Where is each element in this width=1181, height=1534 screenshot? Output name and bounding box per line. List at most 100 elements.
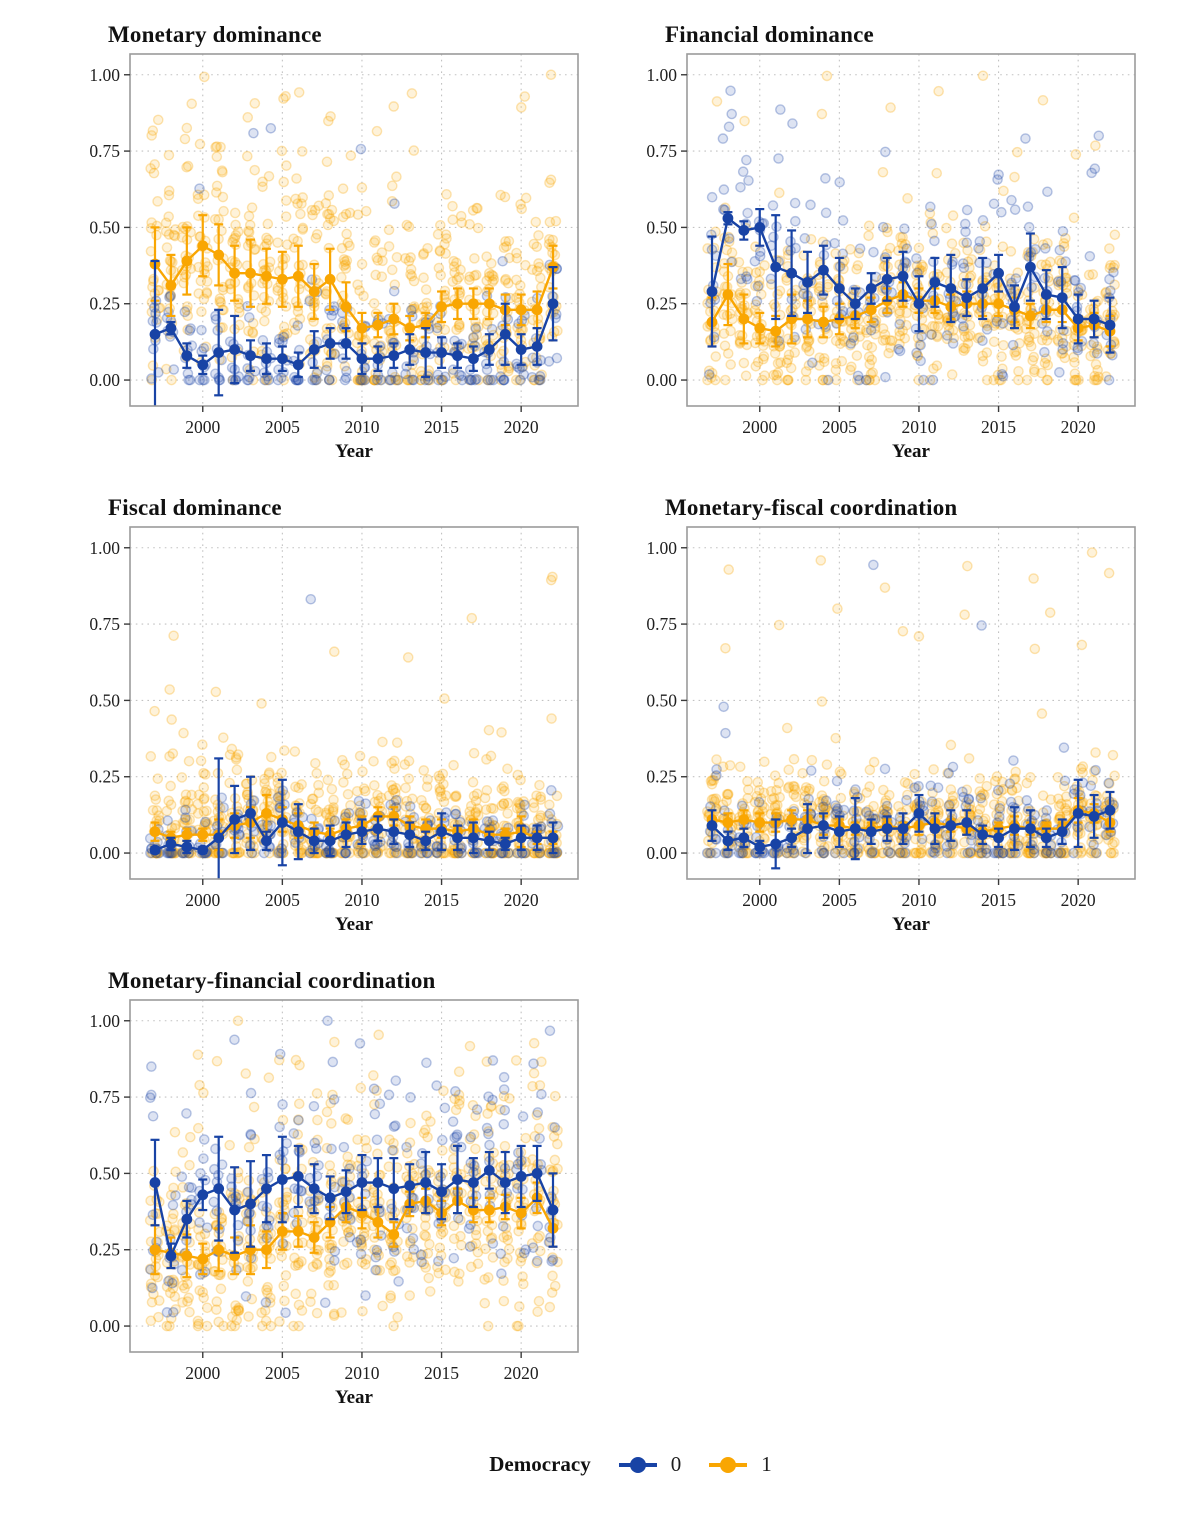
y-tick-label: 1.00: [646, 538, 677, 558]
gridlines: [130, 54, 578, 406]
y-tick-label: 0.00: [89, 843, 120, 863]
series-democracy-0: [149, 757, 559, 879]
plot-area: [145, 69, 563, 406]
x-axis: 2000 2005 2010 2015 2020: [185, 1352, 539, 1383]
panel-monetary-fiscal-coordination: Monetary-fiscal coordination 0.00 0.25 0.5…: [635, 487, 1140, 942]
series-democracy-0: [149, 259, 559, 406]
x-tick-label: 2015: [981, 890, 1016, 910]
x-tick-label: 2020: [504, 417, 539, 437]
panel-grid: Monetary dominance 0.00 0.25 0.50 0.75 1.00 2…: [78, 14, 1181, 1415]
panel-title: Financial dominance: [665, 22, 874, 47]
x-tick-label: 2015: [981, 417, 1016, 437]
chart-fiscal-dominance: 0.00 0.25 0.50 0.75 1.00 2000 2005 2010 2015 2020…: [89, 526, 579, 935]
y-tick-label: 0.75: [89, 614, 120, 634]
plot-border: [686, 53, 1136, 407]
y-tick-label: 0.75: [646, 141, 677, 161]
y-tick-label: 0.00: [89, 370, 120, 390]
panel-monetary-dominance: Monetary dominance 0.00 0.25 0.50 0.75 1.00 2…: [78, 14, 583, 469]
x-tick-label: 2010: [901, 417, 936, 437]
plot-border: [129, 999, 579, 1353]
panel-title: Monetary-fiscal coordination: [665, 495, 958, 520]
series-democracy-0: [706, 778, 1116, 870]
plot-area: [701, 547, 1120, 870]
y-tick-label: 1.00: [89, 1011, 120, 1031]
x-tick-label: 2005: [265, 417, 300, 437]
panel-monetary-financial-coordination: Monetary-financial coordination 0.00 0.25…: [78, 960, 583, 1415]
x-tick-label: 2005: [265, 890, 300, 910]
plot-border: [129, 526, 579, 880]
x-tick-label: 2015: [424, 417, 459, 437]
scatter-democracy-1: [145, 69, 563, 386]
x-axis-title: Year: [892, 914, 931, 935]
x-tick-label: 2010: [344, 417, 379, 437]
y-tick-label: 0.25: [646, 767, 677, 787]
x-tick-label: 2000: [742, 890, 777, 910]
x-axis-title: Year: [335, 441, 374, 462]
y-tick-label: 0.00: [646, 843, 677, 863]
chart-financial-dominance: 0.00 0.25 0.50 0.75 1.00 2000 2005 2010 2015 2020…: [646, 53, 1136, 462]
chart-monetary-fiscal-coordination: 0.00 0.25 0.50 0.75 1.00 2000 2005 2010 2015 2020…: [646, 526, 1136, 935]
panel-title: Fiscal dominance: [108, 495, 282, 520]
scatter-layer: [144, 1015, 563, 1332]
y-tick-label: 0.75: [89, 141, 120, 161]
legend-item-democracy-0: 0: [617, 1452, 682, 1477]
y-tick-label: 0.25: [89, 294, 120, 314]
panel-title: Monetary-financial coordination: [108, 968, 436, 993]
scatter-layer: [144, 571, 564, 859]
x-tick-label: 2020: [1061, 417, 1096, 437]
y-tick-label: 0.50: [646, 690, 677, 710]
x-tick-label: 2010: [344, 1363, 379, 1383]
series-democracy-0: [706, 207, 1116, 354]
legend: Democracy 0 1: [40, 1452, 1181, 1477]
legend-item-democracy-1: 1: [707, 1452, 772, 1477]
x-tick-label: 2000: [185, 417, 220, 437]
x-axis-title: Year: [335, 914, 374, 935]
y-axis: 0.00 0.25 0.50 0.75 1.00: [89, 65, 130, 390]
gridlines: [687, 527, 1135, 879]
x-tick-label: 2020: [504, 890, 539, 910]
y-axis: 0.00 0.25 0.50 0.75 1.00: [646, 538, 687, 863]
x-tick-label: 2000: [742, 417, 777, 437]
legend-title: Democracy: [489, 1452, 591, 1476]
x-tick-label: 2010: [901, 890, 936, 910]
panel-title: Monetary dominance: [108, 22, 322, 47]
x-tick-label: 2005: [822, 890, 857, 910]
gridlines: [687, 54, 1135, 406]
legend-label-democracy-1: 1: [761, 1452, 772, 1476]
y-tick-label: 0.75: [646, 614, 677, 634]
x-tick-label: 2010: [344, 890, 379, 910]
x-axis: 2000 2005 2010 2015 2020: [742, 406, 1096, 437]
scatter-democracy-1: [702, 547, 1120, 859]
plot-area: [702, 70, 1121, 386]
plot-border: [686, 526, 1136, 880]
y-tick-label: 0.25: [89, 767, 120, 787]
x-tick-label: 2000: [185, 1363, 220, 1383]
x-axis: 2000 2005 2010 2015 2020: [742, 879, 1096, 910]
x-axis-title: Year: [335, 1387, 374, 1408]
y-tick-label: 0.50: [89, 217, 120, 237]
x-axis-title: Year: [892, 441, 931, 462]
legend-label-democracy-0: 0: [670, 1452, 682, 1476]
gridlines: [130, 1000, 578, 1352]
x-tick-label: 2005: [265, 1363, 300, 1383]
x-tick-label: 2020: [504, 1363, 539, 1383]
figure: Monetary dominance 0.00 0.25 0.50 0.75 1.00 2…: [78, 14, 1181, 1415]
scatter-layer: [701, 547, 1120, 859]
y-tick-label: 1.00: [646, 65, 677, 85]
y-axis: 0.00 0.25 0.50 0.75 1.00: [89, 1011, 130, 1336]
chart-monetary-dominance: 0.00 0.25 0.50 0.75 1.00 2000 2005 2010 2015 2020…: [89, 53, 579, 462]
y-tick-label: 0.50: [89, 690, 120, 710]
series-democracy-0: [149, 1135, 559, 1270]
scatter-layer: [702, 70, 1121, 386]
y-axis: 0.00 0.25 0.50 0.75 1.00: [646, 65, 687, 390]
y-tick-label: 0.25: [646, 294, 677, 314]
panel-financial-dominance: Financial dominance 0.00 0.25 0.50 0.75 1.00…: [635, 14, 1140, 469]
plot-border: [129, 53, 579, 407]
x-tick-label: 2020: [1061, 890, 1096, 910]
y-axis: 0.00 0.25 0.50 0.75 1.00: [89, 538, 130, 863]
scatter-democracy-0: [144, 593, 564, 859]
y-tick-label: 0.50: [646, 217, 677, 237]
gridlines: [130, 527, 578, 879]
y-tick-label: 1.00: [89, 65, 120, 85]
y-tick-label: 1.00: [89, 538, 120, 558]
